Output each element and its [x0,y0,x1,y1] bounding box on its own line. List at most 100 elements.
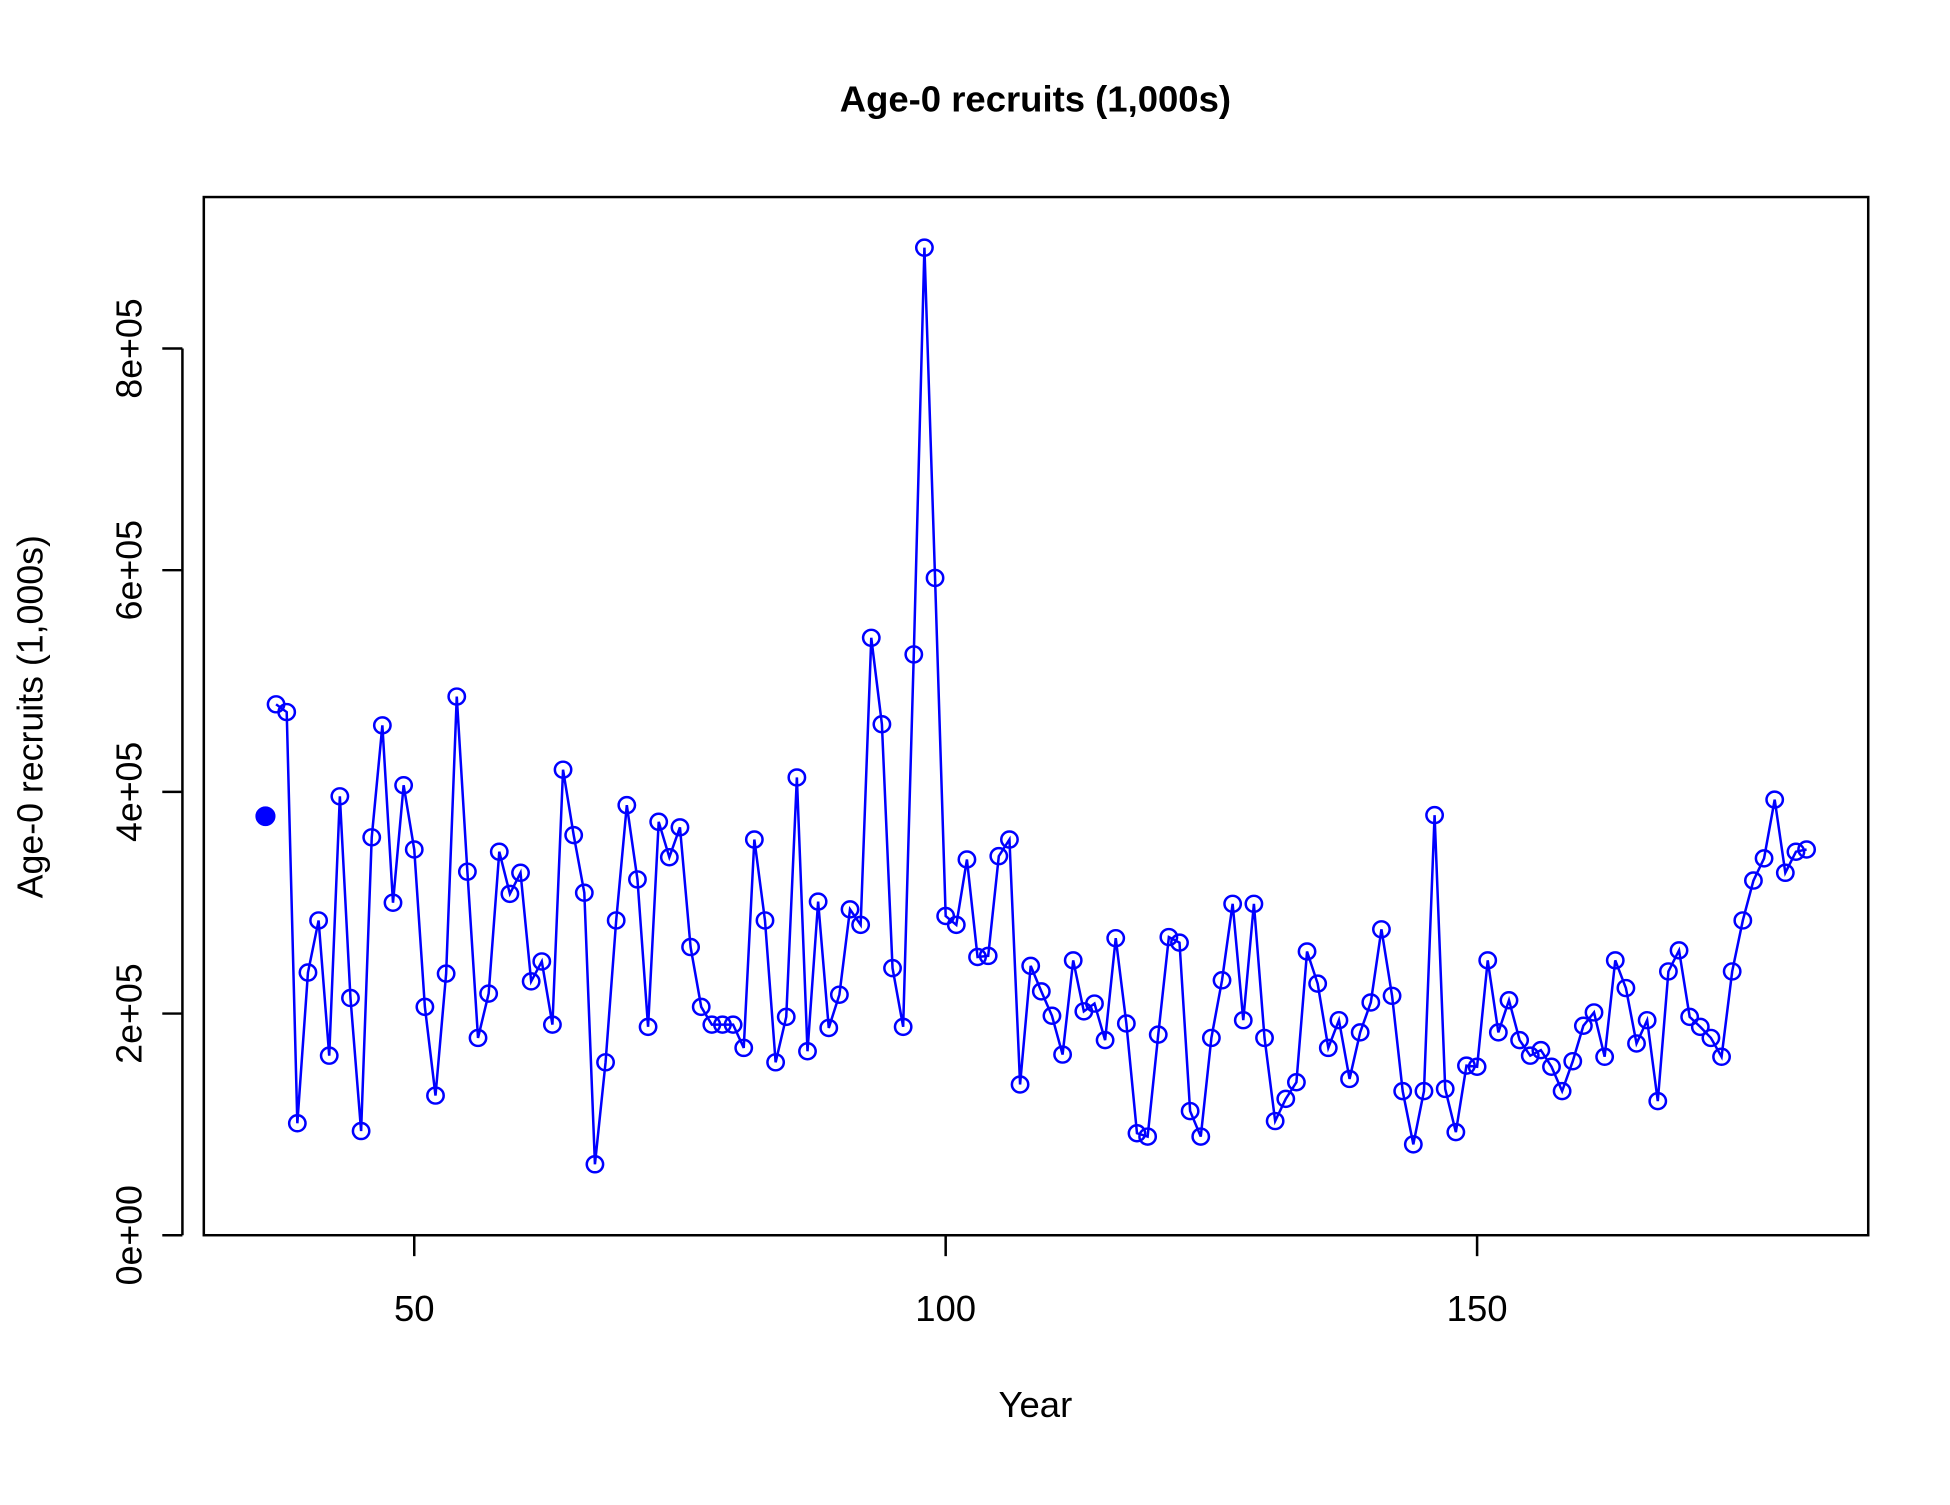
data-point [404,840,424,859]
data-point [659,848,679,867]
data-point [1627,1034,1646,1053]
data-point [1478,951,1498,970]
data-point [1223,894,1243,914]
data-point [447,687,467,706]
data-point [1010,1075,1030,1094]
data-point [1552,1081,1572,1101]
data-point [1648,1091,1668,1111]
data-point [1531,1040,1551,1060]
data-point [1042,1006,1062,1026]
x-axis-label: Year [999,1384,1073,1425]
data-point [861,628,881,648]
data-point [1542,1057,1561,1076]
data-point [277,702,297,722]
data-point [1127,1124,1147,1143]
data-point [596,1053,615,1072]
data-point [1138,1127,1158,1146]
data-point [1425,805,1445,825]
data-point [1308,974,1328,993]
data-point [1180,1101,1200,1121]
data-point [1372,920,1391,939]
data-point [628,870,647,889]
data-point [1637,1010,1657,1030]
data-point [978,946,998,966]
data-point [713,1015,732,1034]
data-point [744,830,764,849]
data-point [1712,1047,1731,1067]
data-point [383,893,403,912]
data-point [1563,1051,1583,1071]
data-point [1616,978,1636,998]
data-point [1159,927,1179,947]
data-point [564,825,584,845]
data-point [372,716,392,735]
data-point [1233,1010,1253,1030]
data-point [829,985,849,1004]
data-point [341,988,360,1008]
data-point [287,1114,307,1133]
data-point [1488,1023,1508,1042]
data-point [776,1007,796,1027]
data-point [1744,871,1763,890]
data-point [787,768,807,787]
data-point [914,238,934,257]
data-point [1255,1028,1274,1048]
data-point [1595,1047,1615,1067]
data-point [681,937,701,957]
data-point [1350,1023,1370,1042]
data-point [1754,849,1774,868]
data-point [1446,1122,1466,1142]
data-point [617,795,637,815]
y-axis-label: Age-0 recruits (1,000s) [9,535,50,898]
data-point [426,1086,445,1105]
data-point [872,715,892,734]
data-point [798,1041,817,1061]
data-point [330,787,350,806]
data-point [702,1015,722,1034]
data-point [925,568,945,588]
data-point [755,911,775,930]
data-point [1095,1030,1115,1050]
data-point [585,1155,605,1174]
data-point [1680,1007,1700,1027]
data-point [989,846,1009,866]
data-point [1457,1056,1476,1075]
data-point [1520,1046,1540,1065]
data-point [1797,840,1817,859]
data-point [808,892,828,911]
data-point [1403,1135,1423,1154]
data-point [819,1018,839,1038]
data-point [1669,941,1689,960]
data-point [1605,951,1625,970]
x-tick-label: 150 [1447,1288,1508,1329]
data-point [351,1121,371,1141]
data-point [1212,971,1232,990]
data-point [394,775,414,795]
data-point [1318,1038,1338,1058]
data-point [298,963,318,982]
data-point [1775,863,1795,883]
data-point [1170,933,1189,952]
data-point [734,1038,754,1058]
data-point [1297,942,1317,961]
data-point [553,760,573,779]
series-line [275,247,1807,1165]
data-point [1414,1081,1434,1101]
y-tick-label: 2e+05 [108,963,149,1063]
data-point [1435,1079,1455,1099]
data-point [946,915,966,935]
y-tick-label: 8e+05 [108,298,149,398]
data-point [1584,1003,1604,1022]
data-point [649,812,669,832]
data-point [851,915,871,935]
data-point [1658,962,1678,981]
data-point [1786,842,1806,861]
data-point [1722,962,1742,981]
data-point [479,984,499,1003]
data-point [606,911,626,930]
data-point [1063,951,1083,970]
data-point [436,964,456,983]
data-point [1701,1028,1721,1048]
data-point [723,1015,743,1034]
